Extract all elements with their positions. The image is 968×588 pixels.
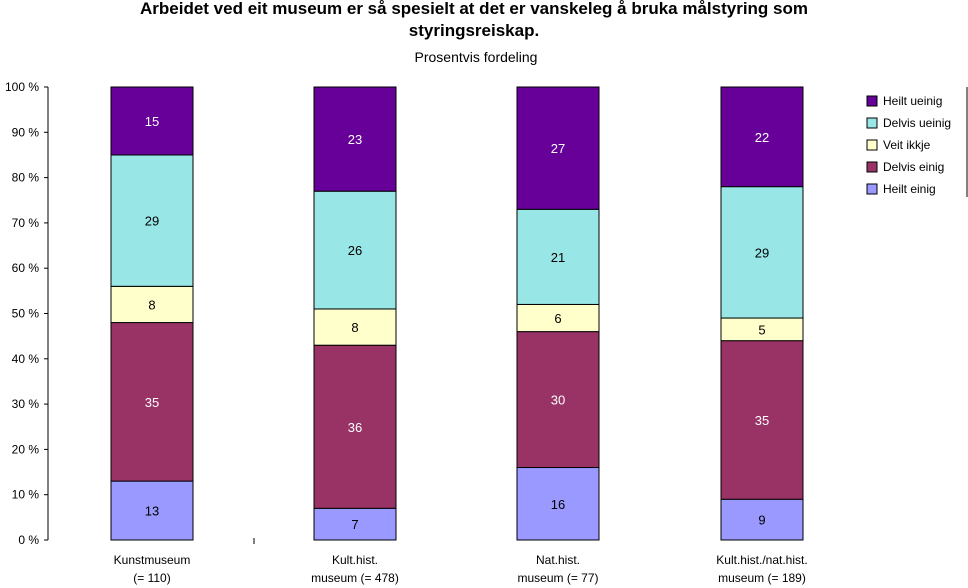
data-label: 22 <box>755 130 769 145</box>
x-category-label: Kunstmuseum <box>114 553 191 567</box>
y-tick-label: 100 % <box>5 80 39 94</box>
bar-segment <box>720 186 804 319</box>
bar-segment <box>516 208 600 305</box>
data-label: 27 <box>551 141 565 156</box>
bar-segment <box>110 285 194 324</box>
bar-segment <box>313 86 397 192</box>
bar-segment <box>720 340 804 500</box>
bar-stack: 13 35 8 29 15 <box>110 86 194 541</box>
x-category-label: museum (= 77) <box>517 571 598 585</box>
legend-swatch <box>866 95 878 107</box>
y-tick-label: 70 % <box>12 216 40 230</box>
legend-swatch <box>866 139 878 151</box>
data-label: 9 <box>758 513 765 528</box>
bar-segment <box>313 308 397 346</box>
bar-segment <box>720 498 804 541</box>
legend-label: Delvis einig <box>883 160 944 174</box>
bar-segment <box>110 86 194 156</box>
y-tick-label: 90 % <box>12 125 40 139</box>
data-label: 8 <box>148 297 155 312</box>
data-label: 16 <box>551 497 565 512</box>
bar-segment <box>516 303 600 333</box>
bar-segment <box>313 190 397 310</box>
x-category-label: Kult.hist./nat.hist. <box>716 553 807 567</box>
data-label: 35 <box>145 395 159 410</box>
data-label: 7 <box>351 517 358 532</box>
data-label: 30 <box>551 393 565 408</box>
data-label: 35 <box>755 413 769 428</box>
bar-stack: 7 36 8 26 23 <box>313 86 397 541</box>
data-label: 29 <box>755 245 769 260</box>
legend-swatch <box>866 161 878 173</box>
bar-segment <box>313 507 397 541</box>
data-label: 23 <box>348 132 362 147</box>
legend-item: Delvis einig <box>866 160 944 174</box>
y-tick-label: 20 % <box>12 442 40 456</box>
data-label: 8 <box>351 320 358 335</box>
x-category-label: Kult.hist. <box>332 553 378 567</box>
x-category-label: museum (= 478) <box>311 571 399 585</box>
bar-segment <box>110 480 194 541</box>
data-label: 15 <box>145 114 159 129</box>
y-tick-label: 80 % <box>12 171 40 185</box>
bar-segment <box>720 86 804 188</box>
y-tick-label: 60 % <box>12 261 40 275</box>
x-category-label: (= 110) <box>133 571 170 585</box>
bar-segment <box>313 344 397 509</box>
bar-segment <box>516 331 600 469</box>
legend-swatch <box>866 117 878 129</box>
bar-segment <box>516 86 600 210</box>
bar-segment <box>110 154 194 287</box>
data-label: 6 <box>554 311 561 326</box>
data-label: 21 <box>551 250 565 265</box>
data-label: 5 <box>758 322 765 337</box>
data-label: 29 <box>145 214 159 229</box>
legend-item: Veit ikkje <box>866 138 931 152</box>
x-category-label: museum (= 189) <box>718 571 806 585</box>
y-tick-label: 40 % <box>12 352 40 366</box>
chart-subtitle: Prosentvis fordeling <box>415 49 538 65</box>
data-label: 26 <box>348 243 362 258</box>
data-label: 13 <box>145 504 159 519</box>
data-label: 36 <box>348 420 362 435</box>
bar-stack: 9 35 5 29 22 <box>720 86 804 541</box>
chart-title-line: styringsreiskap. <box>409 21 539 40</box>
y-tick-label: 10 % <box>12 488 40 502</box>
y-tick-label: 30 % <box>12 397 40 411</box>
legend-label: Veit ikkje <box>883 138 931 152</box>
y-tick-label: 50 % <box>12 307 40 321</box>
legend-item: Heilt ueinig <box>866 94 942 108</box>
legend-label: Delvis ueinig <box>883 116 951 130</box>
bar-stack: 16 30 6 21 27 <box>516 86 600 541</box>
legend-label: Heilt einig <box>883 182 936 196</box>
y-tick-label: 0 % <box>18 533 39 547</box>
legend-item: Delvis ueinig <box>866 116 951 130</box>
chart-title-line: Arbeidet ved eit museum er så spesielt a… <box>140 0 808 18</box>
x-category-label: Nat.hist. <box>536 553 580 567</box>
legend-item: Heilt einig <box>866 182 936 196</box>
legend-swatch <box>866 183 878 195</box>
bar-segment <box>110 322 194 482</box>
legend-label: Heilt ueinig <box>883 94 942 108</box>
